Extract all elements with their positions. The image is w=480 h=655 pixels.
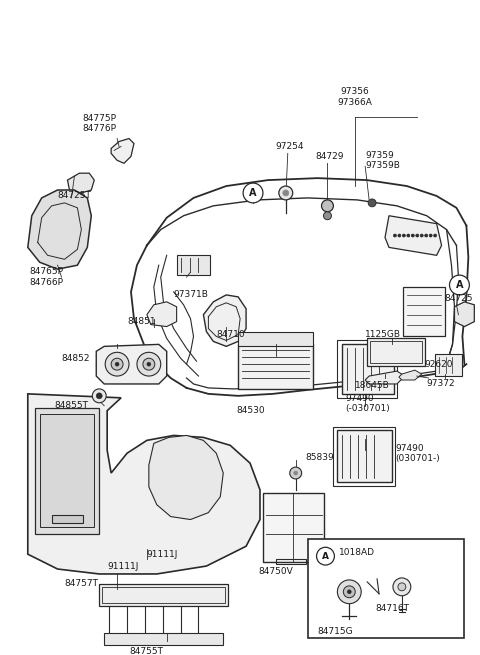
Polygon shape [149,436,223,519]
Circle shape [322,200,334,212]
Polygon shape [365,371,405,384]
Text: 97490
(-030701): 97490 (-030701) [345,394,390,413]
Polygon shape [35,407,99,534]
Circle shape [111,358,123,370]
Polygon shape [455,302,474,327]
Circle shape [394,234,396,237]
Circle shape [398,583,406,591]
Bar [238,345,312,389]
Text: 84716T: 84716T [375,604,409,613]
Bar [102,587,225,603]
Bar [263,493,324,562]
Circle shape [433,234,437,237]
Text: 84852: 84852 [61,354,90,363]
Polygon shape [204,295,246,346]
Polygon shape [399,370,422,380]
Circle shape [294,471,298,475]
Polygon shape [28,190,91,269]
Polygon shape [68,173,94,193]
Circle shape [283,190,289,196]
Text: 84725T: 84725T [58,191,91,200]
Text: 97490
(030701-): 97490 (030701-) [395,443,440,463]
Circle shape [147,362,151,366]
Bar [238,331,312,346]
Circle shape [137,352,161,376]
Bar [51,515,84,523]
Circle shape [92,389,106,403]
Text: 84755T: 84755T [130,646,164,655]
Bar [334,426,395,486]
Circle shape [411,234,414,237]
Bar [342,345,394,394]
Polygon shape [111,139,134,163]
Circle shape [290,467,301,479]
Circle shape [243,183,263,203]
Text: A: A [249,188,257,198]
Circle shape [279,186,293,200]
Circle shape [402,234,405,237]
Text: 97254: 97254 [276,142,304,151]
Bar [276,559,306,564]
Text: 84765P
84766P: 84765P 84766P [30,267,64,287]
Text: 91111J: 91111J [147,550,178,559]
Bar [367,339,425,366]
Circle shape [115,362,119,366]
Circle shape [407,234,410,237]
Text: 97359
97359B: 97359 97359B [365,151,400,170]
Bar [308,539,464,638]
Circle shape [324,212,331,219]
Circle shape [425,234,428,237]
Circle shape [337,580,361,604]
Text: 84750V: 84750V [259,567,293,576]
Text: 84725: 84725 [444,294,473,303]
Polygon shape [147,302,177,327]
Text: 84851: 84851 [127,317,156,326]
Text: 18645B: 18645B [355,381,390,390]
Bar [104,633,223,645]
Text: A: A [322,552,329,561]
Text: 92620: 92620 [425,360,453,369]
Bar [337,341,397,398]
Text: 84715G: 84715G [318,627,353,636]
Circle shape [398,234,401,237]
Circle shape [429,234,432,237]
Polygon shape [96,345,167,384]
Text: 1018AD: 1018AD [339,548,375,557]
Bar [40,414,94,527]
Bar [403,287,444,337]
Polygon shape [385,215,442,255]
Circle shape [348,590,351,594]
Text: 84775P
84776P: 84775P 84776P [82,114,116,134]
Bar [99,584,228,606]
Text: 84729: 84729 [315,152,344,161]
Bar [370,341,422,363]
Circle shape [449,275,469,295]
Text: 97371B: 97371B [174,290,208,299]
Text: 84710: 84710 [216,330,245,339]
Bar [177,255,210,275]
Circle shape [343,586,355,598]
Text: A: A [456,280,463,290]
Text: 91111J: 91111J [107,561,139,571]
Text: 97372: 97372 [427,379,456,388]
Circle shape [420,234,423,237]
Circle shape [316,547,335,565]
Circle shape [143,358,155,370]
Text: 84757T: 84757T [64,580,98,588]
Bar [337,430,392,482]
Text: 84530: 84530 [236,406,265,415]
Polygon shape [28,394,260,574]
Circle shape [393,578,411,596]
Text: 1125GB: 1125GB [365,330,401,339]
Circle shape [96,393,102,399]
Bar [434,354,462,376]
Circle shape [105,352,129,376]
Text: 85839: 85839 [306,453,335,462]
Circle shape [368,199,376,207]
Text: 84855T: 84855T [55,402,89,410]
Text: 97356
97366A: 97356 97366A [338,88,372,107]
Circle shape [416,234,419,237]
